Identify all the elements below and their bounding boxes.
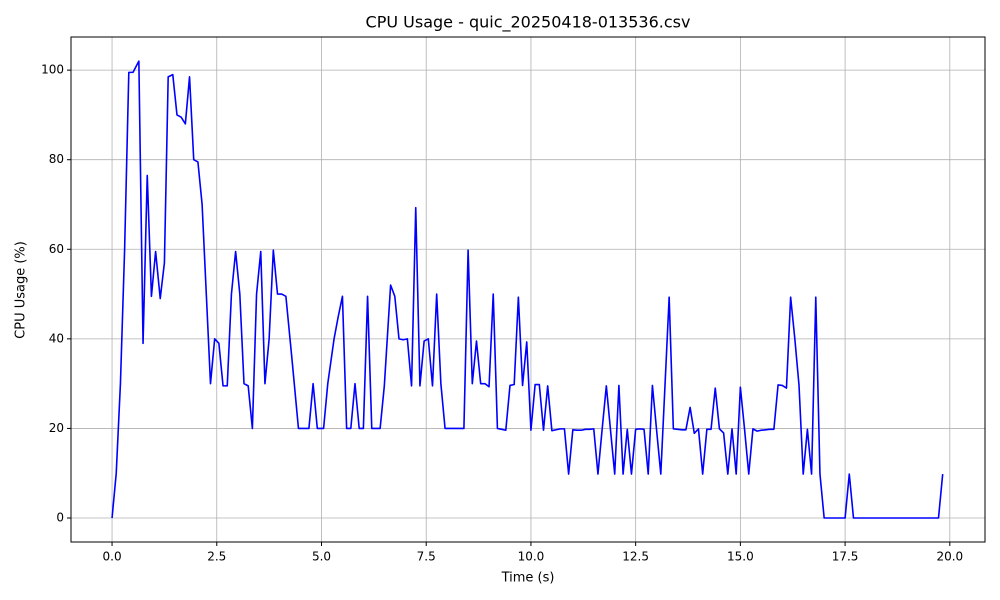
x-tick-label: 5.0 <box>312 550 331 564</box>
y-axis-label: CPU Usage (%) <box>14 241 29 339</box>
x-tick-label: 20.0 <box>936 550 963 564</box>
data-line <box>111 60 944 519</box>
x-tick-label: 10.0 <box>518 550 545 564</box>
x-tick-label: 15.0 <box>727 550 754 564</box>
y-tick-label: 0 <box>56 510 64 524</box>
y-tick-label: 100 <box>41 63 64 77</box>
y-tick-label: 60 <box>49 242 64 256</box>
x-tick-label: 12.5 <box>622 550 649 564</box>
x-tick-label: 7.5 <box>417 550 436 564</box>
y-tick-label: 40 <box>49 331 64 345</box>
x-axis-label: Time (s) <box>501 571 555 586</box>
x-tick-label: 2.5 <box>207 550 226 564</box>
x-tick-label: 0.0 <box>103 550 122 564</box>
x-tick-label: 17.5 <box>832 550 859 564</box>
chart-title: CPU Usage - quic_20250418-013536.csv <box>366 13 691 33</box>
plot-frame <box>70 36 986 543</box>
y-tick-label: 20 <box>49 421 64 435</box>
y-tick-label: 80 <box>49 152 64 166</box>
